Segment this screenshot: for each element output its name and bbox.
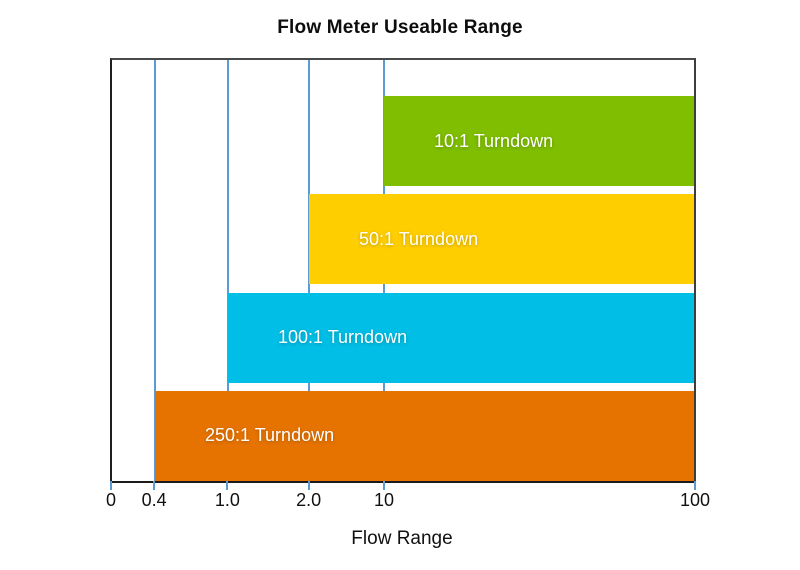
- bar-100-1-turndown-label: 100:1 Turndown: [277, 327, 408, 348]
- plot-area: 10:1 Turndown 50:1 Turndown 100:1 Turndown…: [110, 58, 696, 483]
- x-tick-label-0.4: 0.4: [141, 490, 167, 510]
- bar-250-1-turndown: 250:1 Turndown: [155, 390, 694, 481]
- x-axis-title: Flow Range: [351, 528, 453, 549]
- bar-10-1-turndown: 10:1 Turndown: [384, 96, 694, 186]
- x-tick-label-2.0: 2.0: [296, 490, 322, 510]
- bar-250-1-turndown-label: 250:1 Turndown: [205, 425, 335, 446]
- x-tick-1.0: [226, 481, 229, 490]
- gridline-0.4: [154, 60, 156, 481]
- x-tick-0.4: [153, 481, 156, 490]
- gridline-1.0: [226, 60, 229, 481]
- x-tick-100: [694, 481, 696, 490]
- bar-10-1-turndown-label: 10:1 Turndown: [434, 130, 554, 151]
- x-tick-0: [110, 481, 112, 490]
- bar-100-1-turndown: 100:1 Turndown: [227, 292, 694, 383]
- bar-50-1-turndown-label: 50:1 Turndown: [359, 228, 479, 249]
- x-tick-2.0: [307, 481, 310, 490]
- x-tick-label-0: 0: [105, 490, 116, 510]
- bar-50-1-turndown: 50:1 Turndown: [309, 194, 694, 285]
- chart-title: Flow Meter Useable Range: [277, 17, 523, 38]
- x-tick-label-10: 10: [373, 490, 394, 510]
- x-tick-10: [382, 481, 385, 490]
- x-tick-label-1.0: 1.0: [214, 490, 240, 510]
- x-tick-label-100: 100: [679, 490, 711, 510]
